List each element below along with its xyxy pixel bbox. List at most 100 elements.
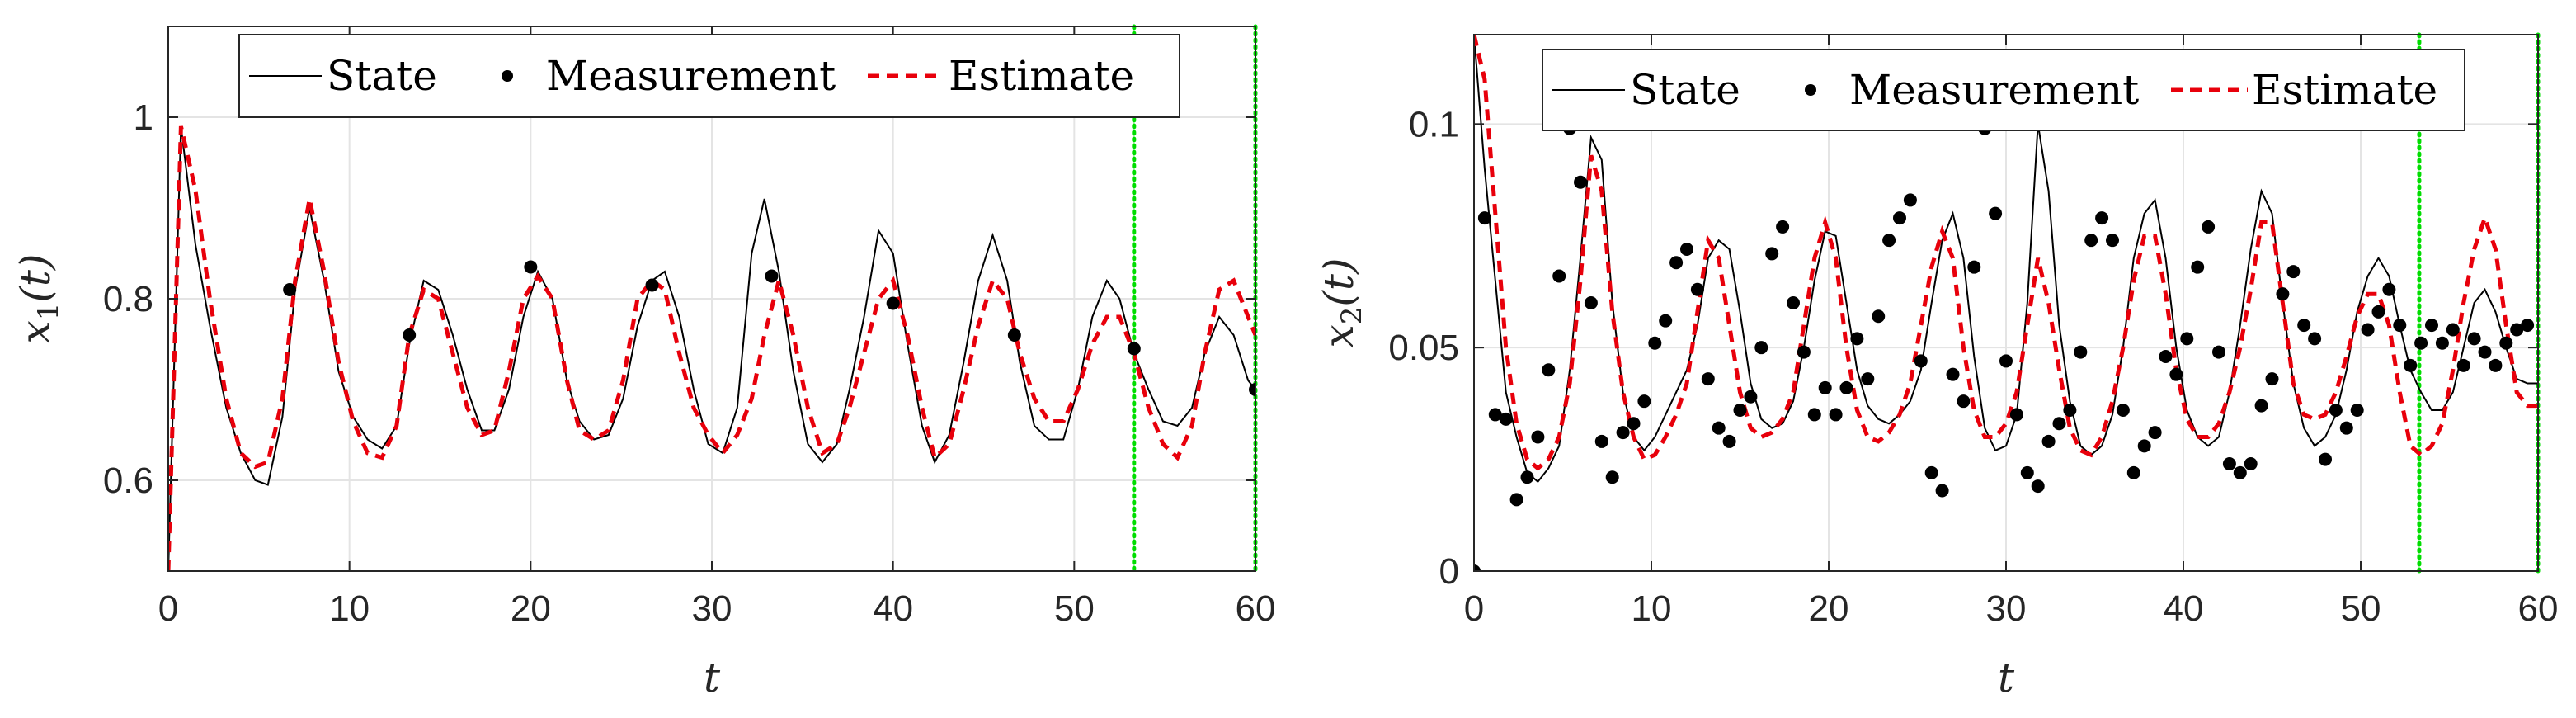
y-tick-labels: 0.6 0.8 1 (103, 97, 153, 501)
legend-label-measurement: Measurement (546, 52, 836, 100)
measurement-point (1722, 434, 1736, 448)
measurement-point (2084, 234, 2098, 248)
measurement-point (1712, 421, 1726, 435)
measurement-point (1574, 175, 1587, 189)
measurement-point (2319, 452, 2332, 466)
y-label-argument: (t) (1315, 258, 1363, 307)
x-tick-label: 10 (329, 588, 370, 629)
measurement-point (2531, 0, 2545, 7)
measurement-point (1499, 412, 1513, 426)
measurement-point (1594, 434, 1608, 448)
x-tick-labels: 0 10 20 30 40 50 60 (158, 588, 1276, 629)
measurement-point (1509, 493, 1523, 507)
measurement-point (1765, 247, 1779, 261)
legend-label-state: State (1630, 66, 1740, 114)
y-tick-label: 0 (1439, 551, 1459, 592)
measurement-point (1627, 417, 1641, 431)
measurement-point (2009, 408, 2023, 422)
measurement-point (2202, 220, 2216, 234)
measurement-point (2382, 282, 2396, 296)
measurement-point (2074, 345, 2088, 359)
measurement-point (2361, 323, 2375, 337)
measurement-point (1882, 234, 1896, 248)
measurement-point (2222, 457, 2236, 470)
measurement-point (1776, 220, 1790, 234)
measurement-point (1797, 345, 1811, 359)
measurement-point (2414, 336, 2428, 350)
measurement-point (1989, 206, 2003, 220)
measurement-point (1616, 426, 1630, 440)
legend-label-measurement: Measurement (1849, 66, 2139, 114)
measurement-point (1893, 211, 1906, 225)
measurement-point (1520, 470, 1534, 484)
measurement-point (1818, 380, 1832, 394)
legend: State Measurement Estimate (238, 34, 1180, 118)
measurement-point (1754, 341, 1768, 355)
measurement-point (1474, 564, 1481, 571)
measurement-point (2404, 358, 2418, 372)
x-tick-label: 60 (2518, 588, 2559, 629)
measurement-point (2095, 211, 2109, 225)
y-tick-labels: 0 0.05 0.1 (1388, 104, 1459, 592)
measurement-points (283, 260, 1255, 396)
measurement-point (1648, 336, 1662, 350)
measurement-point (2191, 260, 2205, 274)
measurement-point (1637, 394, 1651, 409)
measurement-point (1861, 372, 1875, 386)
measurement-point (1946, 367, 1960, 381)
measurement-point (1669, 256, 1684, 270)
x-tick-label: 40 (2164, 588, 2204, 629)
measurement-point (2126, 465, 2140, 479)
measurement-point (645, 278, 659, 292)
measurement-point (2425, 319, 2438, 333)
x-axis-label: t (1998, 654, 2015, 701)
y-tick-label: 0.6 (103, 461, 153, 501)
measurement-point (1872, 309, 1886, 324)
x-tick-label: 60 (1236, 588, 1276, 629)
plot-area (1474, 0, 2545, 571)
measurement-point (2169, 367, 2183, 381)
measurement-points (1474, 0, 2545, 571)
legend-label-estimate: Estimate (2252, 66, 2437, 114)
measurement-point (2446, 323, 2460, 337)
measurement-point (1829, 408, 1843, 422)
measurement-point (2244, 457, 2258, 470)
measurement-point (1690, 282, 1704, 296)
measurement-point (2456, 358, 2470, 372)
measurement-point (1999, 354, 2013, 368)
measurement-point (2339, 421, 2353, 435)
measurement-point (2265, 372, 2279, 386)
measurement-point (1584, 296, 1598, 309)
measurement-point (2489, 358, 2503, 372)
measurement-point (1701, 372, 1715, 386)
measurement-point (1249, 383, 1255, 396)
measurement-point (886, 296, 900, 310)
measurement-point (403, 328, 417, 342)
legend-measurement-swatch (1805, 84, 1816, 96)
x-tick-label: 20 (511, 588, 551, 629)
estimate-line (1474, 35, 2538, 471)
measurement-point (2499, 336, 2513, 350)
measurement-point (2510, 323, 2524, 337)
y-tick-label: 1 (134, 97, 153, 138)
measurement-point (1733, 404, 1747, 417)
measurement-point (283, 283, 297, 296)
measurement-point (2254, 399, 2268, 413)
tick-marks (1473, 35, 2539, 572)
measurement-point (2467, 332, 2481, 346)
measurement-point (2393, 319, 2407, 333)
x-axis-label: t (704, 654, 721, 701)
x-tick-label: 20 (1809, 588, 1849, 629)
measurement-point (765, 269, 779, 283)
measurement-point (2297, 319, 2311, 333)
measurement-point (1924, 465, 1938, 479)
measurement-point (2308, 332, 2322, 346)
legend-box (238, 34, 1180, 118)
measurement-point (1680, 243, 1693, 256)
x-tick-label: 40 (873, 588, 913, 629)
measurement-point (1552, 269, 1566, 283)
state-line (1474, 35, 2538, 484)
measurement-point (1967, 260, 1981, 274)
measurement-point (2276, 287, 2290, 301)
